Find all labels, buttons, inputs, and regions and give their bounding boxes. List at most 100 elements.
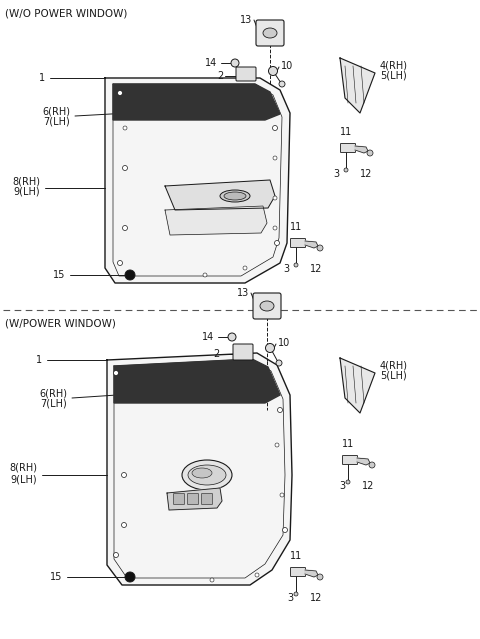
Circle shape	[275, 443, 279, 447]
Ellipse shape	[263, 28, 277, 38]
Text: 5(LH): 5(LH)	[380, 71, 407, 81]
Ellipse shape	[224, 192, 246, 200]
Circle shape	[122, 226, 128, 231]
Polygon shape	[165, 180, 275, 210]
Text: 12: 12	[310, 593, 322, 603]
Ellipse shape	[220, 190, 250, 202]
Polygon shape	[340, 358, 375, 413]
Circle shape	[123, 126, 127, 130]
Circle shape	[113, 371, 119, 376]
Text: 3: 3	[283, 264, 289, 274]
Text: 13: 13	[240, 15, 252, 25]
Text: 6(RH): 6(RH)	[39, 388, 67, 398]
Circle shape	[273, 156, 277, 160]
Circle shape	[203, 273, 207, 277]
Text: 11: 11	[290, 551, 302, 561]
Circle shape	[121, 472, 127, 477]
Circle shape	[317, 574, 323, 580]
Text: 6(RH): 6(RH)	[42, 106, 70, 116]
Circle shape	[125, 572, 135, 582]
Circle shape	[265, 344, 275, 353]
Circle shape	[369, 462, 375, 468]
Text: 8(RH): 8(RH)	[9, 463, 37, 473]
FancyBboxPatch shape	[236, 67, 256, 81]
Text: 7(LH): 7(LH)	[43, 117, 70, 127]
FancyBboxPatch shape	[202, 493, 213, 505]
Polygon shape	[167, 488, 222, 510]
Text: 9(LH): 9(LH)	[11, 474, 37, 484]
Text: 3: 3	[339, 481, 345, 491]
FancyBboxPatch shape	[290, 238, 305, 247]
Ellipse shape	[182, 460, 232, 490]
Text: 11: 11	[342, 439, 354, 449]
Text: 7(LH): 7(LH)	[40, 399, 67, 409]
Text: 12: 12	[362, 481, 374, 491]
Ellipse shape	[192, 468, 212, 478]
Ellipse shape	[188, 465, 226, 485]
Text: 3: 3	[333, 169, 339, 179]
Circle shape	[283, 528, 288, 532]
Text: 1: 1	[39, 73, 45, 83]
Circle shape	[228, 333, 236, 341]
Circle shape	[344, 168, 348, 172]
Ellipse shape	[260, 301, 274, 311]
Text: 12: 12	[310, 264, 322, 274]
Text: 4(RH): 4(RH)	[380, 60, 408, 70]
Circle shape	[113, 553, 119, 557]
FancyBboxPatch shape	[233, 344, 253, 360]
Text: 12: 12	[360, 169, 372, 179]
Circle shape	[125, 270, 135, 280]
FancyBboxPatch shape	[256, 20, 284, 46]
Text: 10: 10	[278, 338, 290, 348]
Text: 10: 10	[281, 61, 293, 71]
Text: 13: 13	[237, 288, 249, 298]
Polygon shape	[340, 58, 375, 113]
Circle shape	[118, 91, 122, 95]
FancyBboxPatch shape	[340, 144, 356, 153]
Polygon shape	[355, 146, 368, 153]
Polygon shape	[114, 359, 280, 403]
FancyBboxPatch shape	[290, 567, 305, 576]
Circle shape	[273, 125, 277, 130]
Text: 15: 15	[53, 270, 65, 280]
Circle shape	[255, 573, 259, 577]
Text: (W/O POWER WINDOW): (W/O POWER WINDOW)	[5, 8, 127, 18]
Circle shape	[275, 240, 279, 245]
Polygon shape	[105, 78, 290, 283]
Text: (W/POWER WINDOW): (W/POWER WINDOW)	[5, 318, 116, 328]
Circle shape	[268, 66, 277, 75]
Text: 4(RH): 4(RH)	[380, 360, 408, 370]
Circle shape	[273, 196, 277, 200]
Text: 8(RH): 8(RH)	[12, 176, 40, 186]
FancyBboxPatch shape	[253, 293, 281, 319]
Circle shape	[276, 360, 282, 366]
Circle shape	[243, 266, 247, 270]
Circle shape	[294, 592, 298, 596]
Text: 14: 14	[205, 58, 217, 68]
Text: 2: 2	[217, 71, 223, 81]
Circle shape	[279, 81, 285, 87]
Text: 15: 15	[49, 572, 62, 582]
Text: 11: 11	[290, 222, 302, 232]
FancyBboxPatch shape	[188, 493, 199, 505]
Circle shape	[346, 480, 350, 484]
Circle shape	[294, 263, 298, 267]
Polygon shape	[113, 84, 280, 120]
Circle shape	[121, 523, 127, 528]
Polygon shape	[165, 206, 267, 235]
Circle shape	[280, 493, 284, 497]
Circle shape	[367, 150, 373, 156]
Circle shape	[273, 226, 277, 230]
Circle shape	[210, 578, 214, 582]
Circle shape	[118, 261, 122, 265]
FancyBboxPatch shape	[173, 493, 184, 505]
Polygon shape	[107, 353, 292, 585]
Text: 2: 2	[214, 349, 220, 359]
Circle shape	[122, 166, 128, 171]
Text: 1: 1	[36, 355, 42, 365]
Circle shape	[231, 59, 239, 67]
Polygon shape	[305, 570, 318, 577]
Text: 5(LH): 5(LH)	[380, 371, 407, 381]
Circle shape	[277, 408, 283, 413]
Text: 14: 14	[202, 332, 214, 342]
